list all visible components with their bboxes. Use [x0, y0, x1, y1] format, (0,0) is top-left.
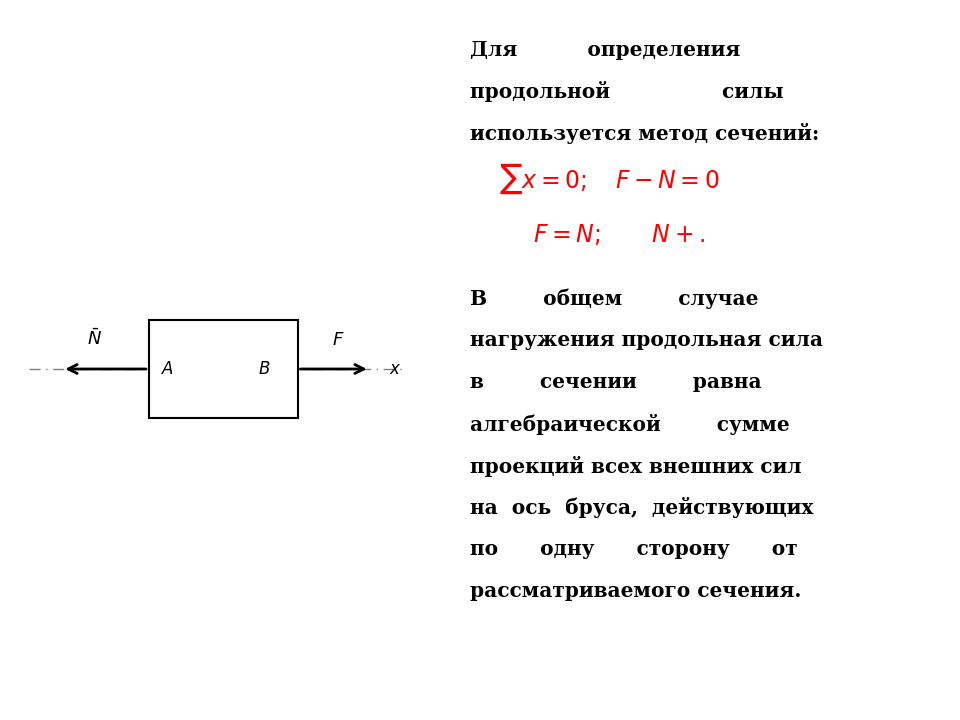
Text: нагружения продольная сила: нагружения продольная сила: [470, 330, 824, 351]
Text: $\sum x = 0;\quad F - N = 0$: $\sum x = 0;\quad F - N = 0$: [499, 161, 720, 196]
Text: $\bar{N}$: $\bar{N}$: [86, 328, 102, 349]
Bar: [149, 320, 298, 418]
Text: проекций всех внешних сил: проекций всех внешних сил: [470, 456, 802, 477]
Text: алгебраической        сумме: алгебраической сумме: [470, 414, 790, 435]
Text: используется метод сечений:: используется метод сечений:: [470, 123, 820, 144]
Text: в        сечении        равна: в сечении равна: [470, 372, 762, 392]
Text: Для          определения: Для определения: [470, 40, 741, 60]
Text: $B$: $B$: [258, 361, 270, 377]
Text: по      одну      сторону      от: по одну сторону от: [470, 539, 798, 559]
Text: $A$: $A$: [161, 361, 175, 377]
Text: на  ось  бруса,  действующих: на ось бруса, действующих: [470, 498, 814, 518]
Text: $x$: $x$: [389, 361, 401, 377]
Text: продольной                силы: продольной силы: [470, 81, 784, 102]
Text: рассматриваемого сечения.: рассматриваемого сечения.: [470, 581, 802, 601]
Text: $F = N;\quad\quad N +.$: $F = N;\quad\quad N +.$: [533, 222, 706, 247]
Text: В        общем        случае: В общем случае: [470, 289, 759, 309]
Text: $F$: $F$: [331, 331, 345, 349]
